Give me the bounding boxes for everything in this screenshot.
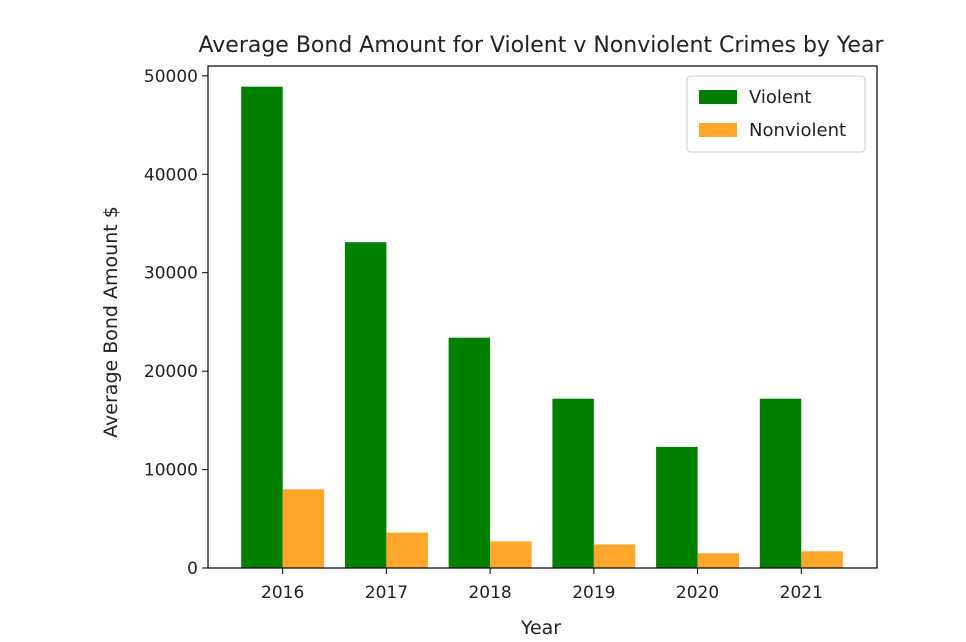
bar-violent-2020 <box>656 446 698 568</box>
bars-layer <box>241 86 843 568</box>
chart-title: Average Bond Amount for Violent v Nonvio… <box>199 33 885 58</box>
plot-frame <box>207 65 878 569</box>
bar-violent-2016 <box>241 86 283 568</box>
bar-nonviolent-2019 <box>593 544 636 568</box>
x-tick-label: 2021 <box>780 583 823 603</box>
bar-nonviolent-2021 <box>801 551 843 568</box>
bar-violent-2017 <box>344 242 387 568</box>
bar-violent-2018 <box>448 337 491 568</box>
y-tick-label: 20000 <box>144 362 198 382</box>
legend: Violent Nonviolent <box>686 75 866 153</box>
bar-nonviolent-2018 <box>490 541 532 568</box>
legend-label-violent: Violent <box>749 87 811 108</box>
x-tick-label: 2019 <box>572 583 615 603</box>
y-tick-label: 10000 <box>144 461 198 481</box>
x-axis-label: Year <box>520 617 561 637</box>
legend-swatch-violent <box>699 90 737 104</box>
x-tick-label: 2016 <box>261 583 304 603</box>
x-tick-label: 2017 <box>365 583 408 603</box>
x-tick-label: 2018 <box>468 583 511 603</box>
y-tick-label: 0 <box>187 559 198 579</box>
x-tick-label: 2020 <box>676 583 719 603</box>
y-tick-label: 40000 <box>144 165 198 185</box>
bar-violent-2021 <box>759 398 802 568</box>
legend-swatch-nonviolent <box>699 123 737 137</box>
y-tick-label: 50000 <box>144 67 198 87</box>
axes-layer: 0 10000 20000 30000 40000 50000 2016 2017 2018 20… <box>144 65 878 603</box>
y-axis-label: Average Bond Amount $ <box>100 206 122 438</box>
bar-nonviolent-2016 <box>282 489 325 568</box>
bar-violent-2019 <box>552 398 594 568</box>
y-tick-label: 30000 <box>144 264 198 284</box>
legend-label-nonviolent: Nonviolent <box>749 120 846 141</box>
bar-nonviolent-2017 <box>386 532 428 568</box>
bar-nonviolent-2020 <box>697 553 740 568</box>
